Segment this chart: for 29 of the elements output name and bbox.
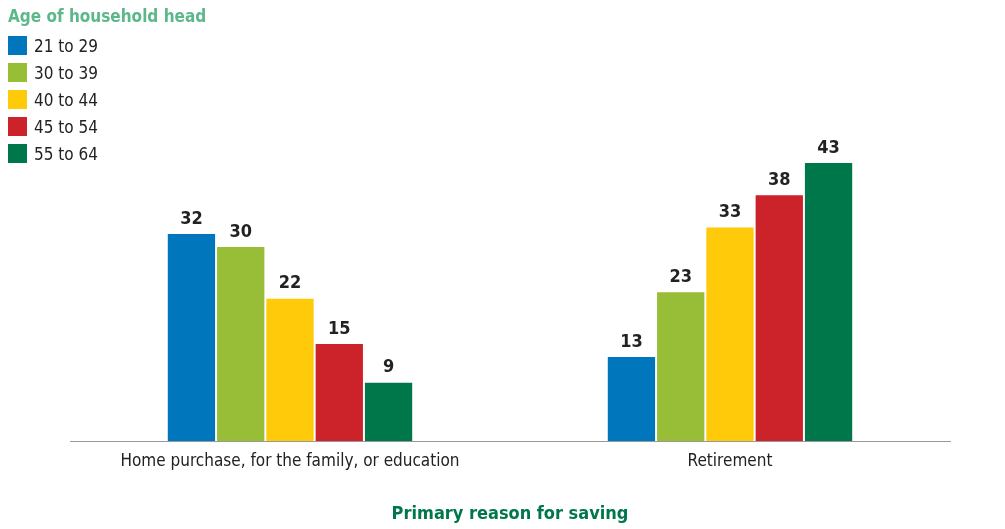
bar: [607, 356, 656, 441]
data-label: 15: [328, 316, 351, 338]
legend-label: 30 to 39: [34, 62, 98, 83]
data-label: 9: [382, 355, 395, 377]
bar: [167, 234, 216, 441]
data-label: 13: [620, 329, 643, 351]
bar: [364, 382, 413, 441]
legend-label: 45 to 54: [34, 116, 98, 137]
bar: [315, 344, 363, 441]
data-label: 33: [718, 200, 742, 222]
legend-label: 40 to 44: [34, 89, 98, 110]
data-label: 23: [669, 264, 692, 286]
bar: [804, 162, 853, 441]
bar: [217, 247, 265, 441]
bar: [755, 195, 803, 441]
bar: [657, 292, 705, 441]
data-label: 32: [180, 206, 203, 228]
legend-title: Age of household head: [8, 6, 207, 26]
bar: [266, 298, 314, 441]
x-axis-title: Primary reason for saving: [391, 501, 629, 523]
legend-label: 21 to 29: [34, 35, 98, 56]
data-label: 43: [817, 135, 840, 157]
bar: [706, 227, 754, 441]
x-tick-label: Retirement: [687, 449, 773, 470]
data-label: 30: [229, 219, 252, 241]
data-label: 22: [278, 271, 302, 293]
x-tick-label: Home purchase, for the family, or education: [120, 449, 460, 470]
data-label: 38: [768, 167, 791, 189]
legend-label: 55 to 64: [34, 143, 98, 164]
